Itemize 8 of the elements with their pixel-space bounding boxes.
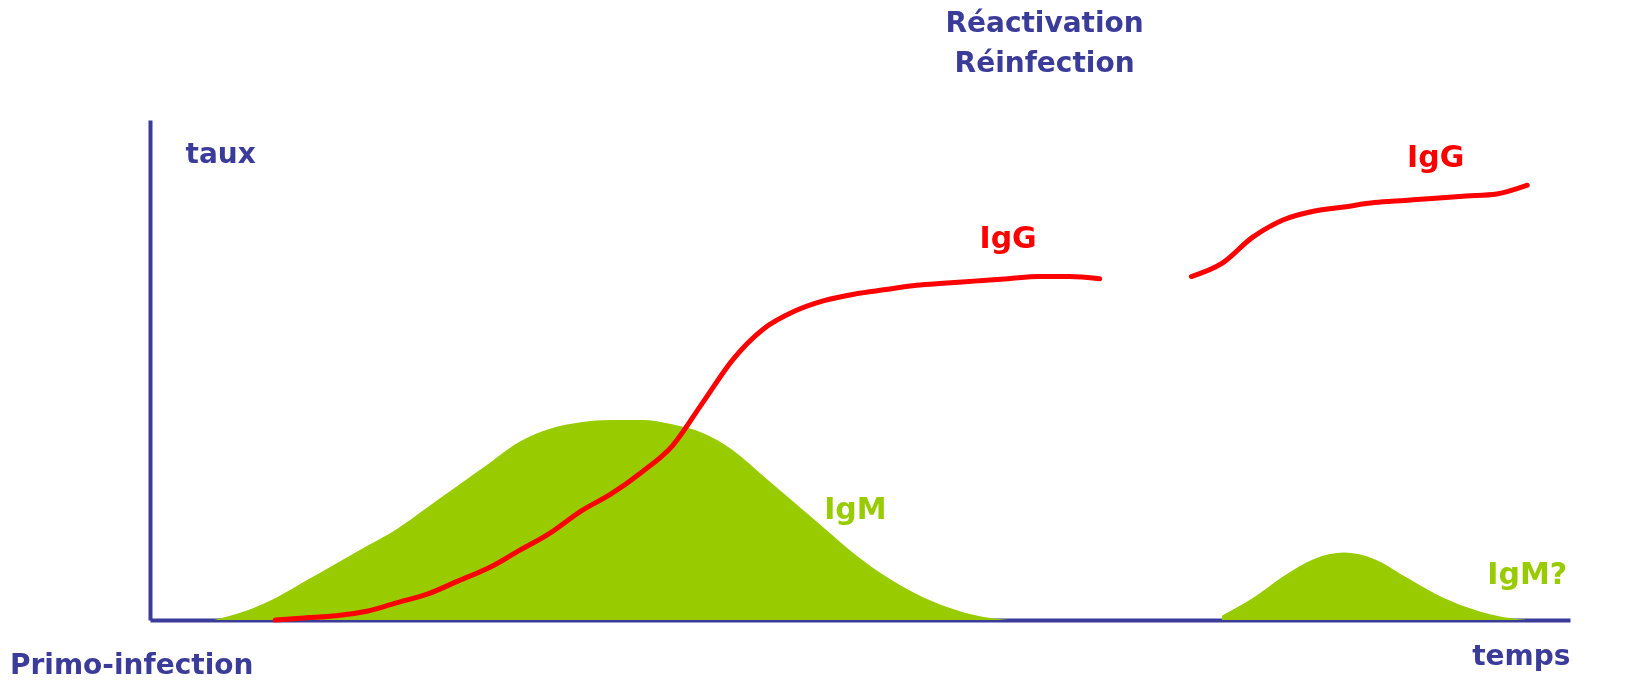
y-axis-title: taux (185, 136, 256, 170)
text: Primo-infection (10, 648, 254, 681)
series-label: IgM? (1487, 556, 1568, 591)
text: Réactivation Réinfection (945, 6, 1144, 79)
series-label: IgM (824, 490, 887, 526)
x-axis-title: temps (1472, 638, 1571, 672)
series-label: IgG (1407, 139, 1465, 175)
series-label: IgG (979, 219, 1037, 255)
